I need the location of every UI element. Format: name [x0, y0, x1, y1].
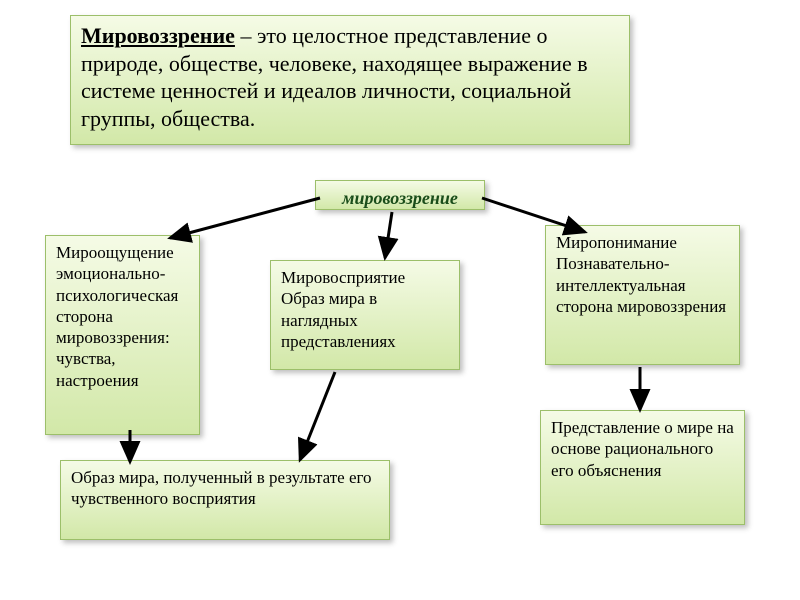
node-understanding: Миропонимание Познавательно-интеллектуал…	[545, 225, 740, 365]
definition-term: Мировоззрение	[81, 23, 235, 48]
node-image-rational: Представление о мире на основе рациональ…	[540, 410, 745, 525]
arrow-center-to-feeling	[170, 198, 320, 238]
node-image-empirical: Образ мира, полученный в результате его …	[60, 460, 390, 540]
node-perception: Мировосприятие Образ мира в наглядных пр…	[270, 260, 460, 370]
arrow-perception-to-image_emp	[300, 372, 335, 460]
arrow-center-to-perception	[385, 212, 392, 258]
center-node: мировоззрение	[315, 180, 485, 210]
node-feeling: Мироощущение эмоционально-психологическа…	[45, 235, 200, 435]
definition-box: Мировоззрение – это целостное представле…	[70, 15, 630, 145]
